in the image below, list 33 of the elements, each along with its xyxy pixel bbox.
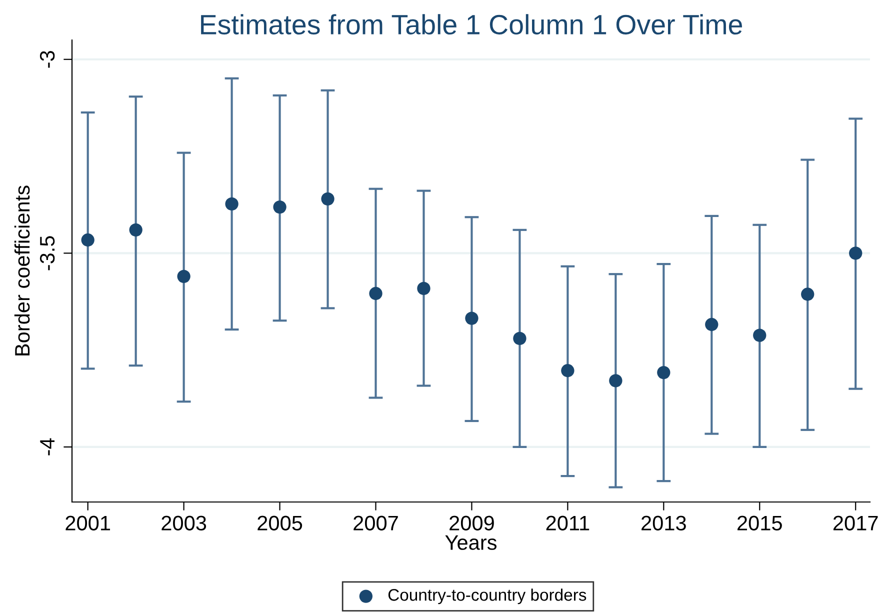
x-tick-label: 2003 — [162, 516, 206, 530]
point — [369, 286, 382, 300]
point — [801, 288, 814, 301]
y-tick-label: -4 — [40, 438, 54, 456]
x-tick-label: 2005 — [258, 516, 302, 530]
x-tick-label: 2015 — [738, 516, 782, 530]
y-tick-label: -3 — [40, 51, 55, 68]
point — [129, 223, 142, 237]
point — [849, 246, 862, 260]
legend-label: Country-to-country borders — [388, 588, 586, 604]
point — [321, 192, 334, 206]
point — [225, 197, 238, 211]
y-tick-label: -3.5 — [40, 236, 55, 270]
x-tick-label: 2007 — [354, 516, 398, 530]
point — [705, 318, 718, 332]
chart-title: Estimates from Table 1 Column 1 Over Time — [201, 14, 742, 35]
point — [753, 328, 766, 342]
point — [465, 312, 478, 325]
x-tick-label: 2009 — [450, 516, 494, 530]
point — [513, 332, 526, 346]
point — [609, 374, 622, 388]
x-tick-label: 2001 — [66, 516, 110, 530]
point — [273, 200, 286, 214]
x-axis-title: Years — [445, 535, 497, 550]
point — [561, 364, 574, 378]
point — [81, 233, 94, 247]
point — [657, 366, 670, 380]
y-axis-title: Border coefficients — [14, 186, 30, 356]
x-tick-label: 2013 — [642, 516, 686, 530]
x-tick-label: 2011 — [546, 516, 590, 530]
point — [177, 270, 190, 284]
x-tick-label: 2017 — [833, 516, 878, 530]
point — [417, 282, 430, 296]
